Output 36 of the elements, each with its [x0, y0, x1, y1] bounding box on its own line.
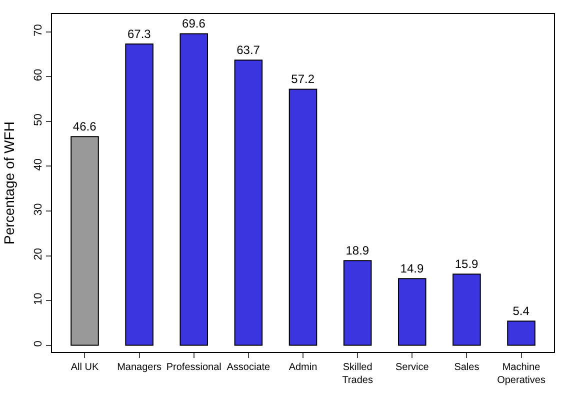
y-tick-label: 40: [32, 158, 45, 171]
bar: [288, 88, 318, 346]
data-label: 46.6: [72, 120, 97, 134]
x-tick-label: Sales: [454, 362, 480, 373]
data-label: 63.7: [236, 43, 260, 58]
x-tick-label: Service: [395, 362, 430, 373]
y-tick-label: 10: [32, 292, 45, 305]
bar: [70, 136, 99, 346]
bar: [507, 320, 536, 346]
bar: [234, 60, 263, 346]
bar: [125, 43, 154, 346]
y-tick-label: 30: [32, 203, 45, 216]
bar: [180, 33, 208, 346]
y-tick-label: 70: [32, 24, 45, 36]
y-tick-label: 0: [32, 340, 45, 347]
x-tick-label: Managers: [117, 362, 162, 373]
y-tick-label: 50: [32, 114, 45, 126]
y-tick-label: 20: [32, 248, 45, 260]
y-axis-title: Percentage of WFH: [1, 122, 17, 244]
data-label: 14.9: [400, 262, 424, 276]
bar: [452, 274, 481, 346]
data-label: 69.6: [182, 16, 206, 31]
x-tick-label: Machine Operatives: [497, 362, 546, 386]
y-tick-label: 60: [32, 68, 45, 82]
x-tick-label: Associate: [226, 362, 271, 373]
x-tick-label: Skilled Trades: [342, 362, 373, 386]
bar: [398, 278, 426, 346]
data-label: 18.9: [346, 244, 370, 258]
data-label: 67.3: [127, 26, 152, 41]
data-label: 15.9: [454, 257, 479, 272]
x-tick-label: Professional: [166, 362, 222, 373]
bar: [343, 260, 372, 346]
data-label: 57.2: [291, 72, 315, 86]
x-tick-label: All UK: [70, 362, 99, 373]
data-label: 5.4: [512, 304, 530, 318]
x-tick-label: Admin: [288, 362, 318, 373]
